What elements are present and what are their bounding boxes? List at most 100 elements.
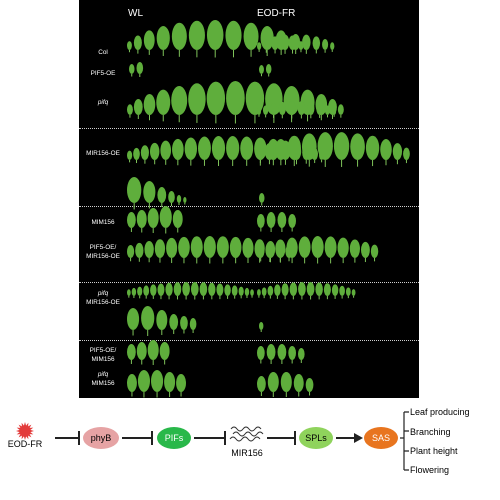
leaf-image	[206, 81, 226, 115]
leaf-image	[257, 289, 261, 297]
leaf-image	[244, 287, 250, 296]
row-label-pifq-mir156-oe-line1: pifq	[97, 290, 109, 297]
leaf-image	[127, 374, 137, 392]
output-flowering: Flowering	[410, 465, 449, 475]
leaf-image	[226, 136, 240, 160]
leaf-image	[198, 136, 211, 161]
leaf-image	[315, 282, 323, 296]
leaf-image	[159, 342, 170, 360]
leaf-image	[189, 318, 197, 330]
eod-fr-light-icon	[16, 422, 34, 440]
leaf-image	[245, 81, 265, 115]
leaf-image	[171, 85, 188, 115]
row-separator	[79, 206, 419, 207]
leaf-image	[349, 239, 360, 258]
leaf-image	[216, 283, 224, 296]
leaf-image	[127, 344, 136, 360]
output-branching: Branching	[410, 427, 451, 437]
leaf-image	[333, 132, 350, 160]
leaf-image	[127, 212, 136, 228]
column-header-eod-fr: EOD-FR	[257, 8, 296, 19]
leaf-image	[283, 85, 300, 115]
leaf-image	[281, 283, 289, 296]
leaf-image	[345, 287, 351, 297]
leaf-image	[277, 344, 287, 360]
leaf-image	[166, 237, 178, 258]
leaf-image	[224, 284, 231, 296]
leaf-image	[157, 187, 167, 203]
leaf-image	[160, 140, 172, 160]
leaf-image	[238, 286, 244, 297]
leaf-image	[257, 42, 262, 50]
row-label-pifq: pifq	[97, 99, 109, 106]
mirna-squiggle-icon	[229, 436, 261, 442]
leaf-image	[350, 133, 365, 161]
leaf-image	[156, 26, 170, 50]
leaf-image	[305, 378, 314, 392]
leaf-image	[257, 214, 265, 228]
leaf-image	[165, 282, 173, 296]
leaf-image	[127, 289, 131, 296]
phyb-node	[83, 427, 119, 449]
leaf-image	[151, 370, 164, 392]
leaf-image	[403, 147, 410, 161]
row-label-pif5-oe-mir156-oe-line2: MIR156-OE	[86, 253, 120, 260]
leaf-image	[286, 237, 298, 258]
leaf-image	[301, 133, 317, 161]
leaf-image	[127, 150, 133, 160]
leaf-image	[240, 136, 254, 161]
row-label-pifq-mim156-line1: pifq	[97, 371, 109, 378]
leaf-image	[261, 287, 267, 297]
leaf-image	[360, 241, 370, 258]
leaf-image	[242, 237, 254, 258]
row-label-mim156: MIM156	[91, 219, 115, 226]
leaf-image	[150, 284, 157, 296]
leaf-image	[188, 83, 206, 115]
spls-label: SPLs	[305, 433, 327, 443]
leaf-image	[289, 282, 298, 296]
leaf-image	[157, 283, 165, 296]
leaf-image	[274, 284, 281, 296]
leaf-image	[250, 289, 254, 296]
row-label-pif5-oe-mim156-line2: MIM156	[91, 356, 115, 363]
leaf-image	[183, 197, 187, 203]
mirna-squiggle-icon	[232, 431, 264, 437]
leaf-image	[365, 135, 380, 160]
leaf-image	[144, 241, 154, 258]
leaf-image	[330, 42, 335, 50]
arrowhead-icon	[354, 433, 363, 443]
leaf-image	[264, 143, 275, 160]
eod-fr-label: EOD-FR	[8, 439, 43, 449]
output-plant-height: Plant height	[410, 446, 458, 456]
leaf-image	[293, 374, 304, 392]
leaf-images	[127, 20, 410, 398]
row-label-mir156-oe: MIR156-OE	[86, 150, 120, 157]
leaf-image	[311, 236, 324, 258]
leaf-image	[317, 132, 333, 160]
leaf-image	[265, 83, 283, 115]
leaf-image	[265, 241, 275, 258]
leaf-image	[176, 195, 182, 203]
leaf-image	[190, 282, 199, 296]
leaf-image	[322, 39, 329, 50]
leaf-image	[127, 308, 140, 330]
leaf-image	[306, 282, 315, 296]
leaf-image	[172, 210, 183, 228]
leaf-image	[171, 22, 187, 50]
leaf-image	[298, 282, 306, 296]
leaf-image	[287, 135, 301, 160]
leaf-image	[263, 39, 270, 50]
leaf-image	[141, 306, 155, 330]
leaf-image	[266, 212, 276, 228]
leaf-series-panel: WL EOD-FR Col PIF5-OE pifq MIR156-OE MIM…	[79, 0, 419, 398]
leaf-image	[182, 282, 190, 296]
leaf-image	[127, 177, 142, 203]
leaf-image	[203, 236, 216, 258]
leaf-image	[324, 236, 337, 258]
leaf-image	[312, 36, 321, 50]
leaf-image	[143, 30, 155, 50]
leaf-image	[173, 282, 182, 296]
leaf-image	[147, 340, 159, 360]
leaf-image	[278, 101, 286, 115]
leaf-image	[243, 22, 259, 50]
